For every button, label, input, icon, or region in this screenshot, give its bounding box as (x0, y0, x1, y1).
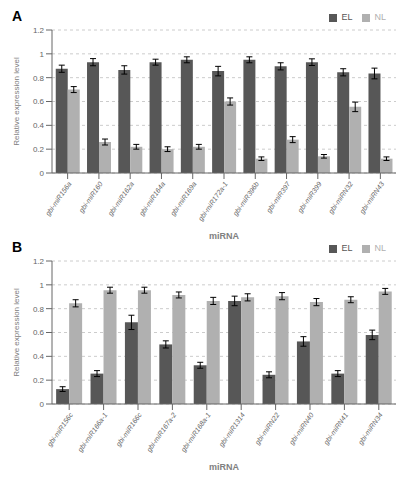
svg-text:gbi-miR399: gbi-miR399 (296, 180, 323, 214)
svg-text:1.2: 1.2 (33, 257, 45, 266)
svg-text:0.4: 0.4 (33, 352, 45, 361)
svg-text:1: 1 (40, 50, 45, 59)
svg-text:gbi-miR172a-1: gbi-miR172a-1 (197, 180, 230, 222)
svg-text:1.2: 1.2 (33, 26, 45, 35)
svg-text:0: 0 (40, 169, 45, 178)
svg-text:0.2: 0.2 (33, 376, 45, 385)
svg-text:gbi-miR167a-2: gbi-miR167a-2 (145, 411, 178, 453)
svg-text:1: 1 (40, 281, 45, 290)
svg-text:miRNA: miRNA (209, 231, 240, 239)
svg-text:gbi-miR162a: gbi-miR162a (107, 180, 136, 217)
svg-text:gbi-miR168a-1: gbi-miR168a-1 (180, 411, 213, 453)
html-text:B: B (12, 239, 23, 255)
svg-text:0.8: 0.8 (33, 305, 45, 314)
html-text:EL: EL (341, 243, 353, 253)
svg-text:0.4: 0.4 (33, 121, 45, 130)
svg-text:gbi-miR156a: gbi-miR156a (44, 180, 73, 217)
svg-text:gbi-miR166a-1: gbi-miR166a-1 (76, 411, 109, 453)
svg-text:0.8: 0.8 (33, 74, 45, 83)
svg-text:gbi-miR164a: gbi-miR164a (138, 180, 167, 217)
html-text:NL: NL (374, 243, 386, 253)
svg-text:gbi-miRN22: gbi-miRN22 (254, 411, 282, 446)
svg-text:gbi-miR396b: gbi-miR396b (232, 180, 261, 217)
svg-text:gbi-miRN34: gbi-miRN34 (357, 411, 385, 446)
svg-text:gbi-miRN41: gbi-miRN41 (322, 411, 350, 446)
svg-text:gbi-miRN43: gbi-miRN43 (358, 180, 386, 215)
svg-text:gbi-miR156c: gbi-miR156c (46, 411, 75, 448)
svg-text:0.6: 0.6 (33, 328, 45, 337)
svg-text:gbi-miRN32: gbi-miRN32 (327, 180, 355, 215)
svg-text:Relative expression level: Relative expression level (12, 57, 21, 146)
svg-text:gbi-miR397: gbi-miR397 (265, 180, 293, 215)
svg-text:gbi-miR1314: gbi-miR1314 (218, 411, 247, 448)
svg-text:miRNA: miRNA (209, 462, 240, 470)
svg-text:gbi-miR166c: gbi-miR166c (115, 411, 144, 448)
svg-text:0.6: 0.6 (33, 97, 45, 106)
svg-text:gbi-miR169a: gbi-miR169a (169, 180, 198, 217)
svg-text:Relative expression level: Relative expression level (12, 288, 21, 377)
svg-text:gbi-miR160: gbi-miR160 (78, 180, 105, 214)
svg-text:gbi-miRN40: gbi-miRN40 (288, 411, 316, 446)
html-text:A: A (12, 8, 23, 24)
svg-text:0.2: 0.2 (33, 145, 45, 154)
html-text:NL: NL (374, 12, 386, 22)
svg-text:0: 0 (40, 400, 45, 409)
html-text:EL: EL (341, 12, 353, 22)
